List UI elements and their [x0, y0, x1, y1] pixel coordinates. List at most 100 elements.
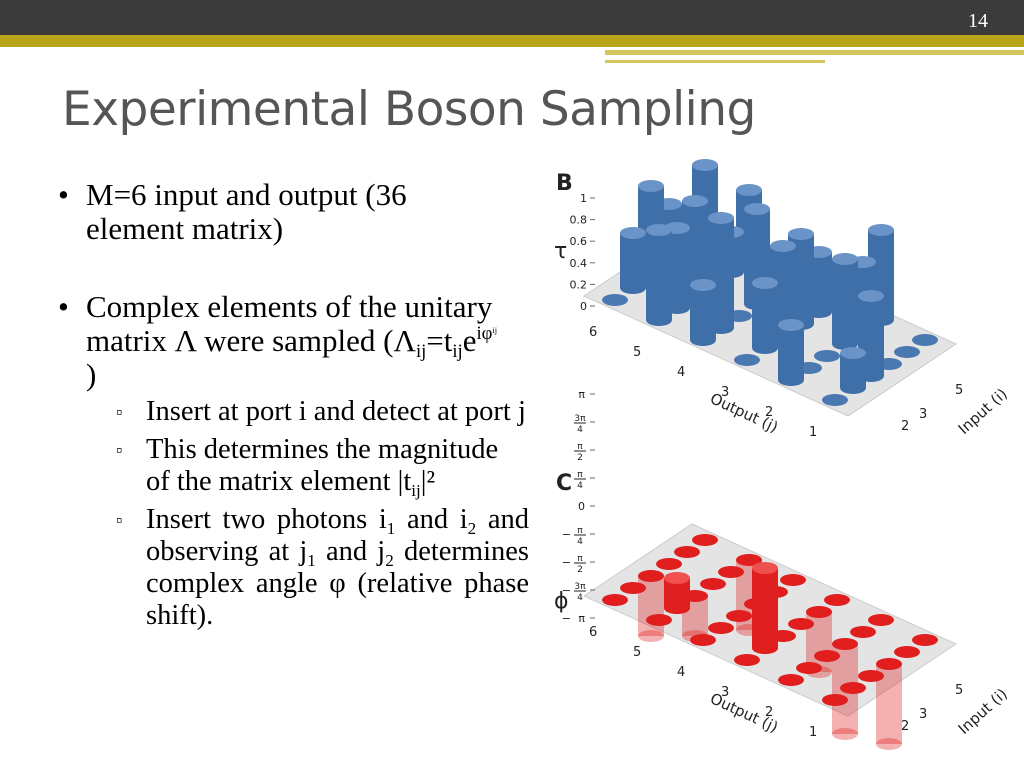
superscript: ij [492, 323, 497, 344]
superscript: iφ [476, 323, 493, 344]
cell [692, 534, 718, 546]
sub-bullet: Insert two photons i1 and i2 and observi… [86, 504, 529, 632]
tick-num: π [577, 470, 583, 480]
tick-label: 3 [919, 707, 927, 722]
text-run: and i [395, 504, 468, 535]
cell [734, 654, 760, 666]
cell [664, 602, 690, 614]
cylinder-top [646, 224, 672, 236]
text-run: Complex elements of the unitary matrix Λ… [86, 289, 493, 358]
cell [796, 662, 822, 674]
tick-num: π [577, 442, 583, 452]
tick-label: 2 [901, 719, 909, 734]
tick-label: 6 [589, 625, 597, 640]
tick-label: 2 [765, 405, 773, 420]
cell [718, 566, 744, 578]
cylinder-top [832, 253, 858, 265]
slide-title: Experimental Boson Sampling [62, 82, 756, 137]
cell [700, 578, 726, 590]
cell [868, 614, 894, 626]
tick-label: 6 [589, 325, 597, 340]
tick-label: 0.6 [570, 235, 588, 248]
cell [894, 346, 920, 358]
cell [912, 634, 938, 646]
cylinder-body [752, 568, 778, 648]
panel-label: C [556, 471, 572, 496]
cylinder-top [788, 228, 814, 240]
cell [788, 618, 814, 630]
cell [876, 658, 902, 670]
cylinder-top [620, 227, 646, 239]
cell [780, 574, 806, 586]
text-run: ) [86, 357, 97, 392]
tick-num: 0 [578, 500, 585, 513]
cell [690, 634, 716, 646]
cell [638, 570, 664, 582]
cylinder-body [778, 325, 804, 380]
cylinder-top [682, 195, 708, 207]
tick-label: 0.8 [570, 214, 588, 227]
cell [814, 650, 840, 662]
cylinder-body [690, 285, 716, 340]
accent-line [605, 50, 1024, 55]
tick-num: π [578, 612, 585, 625]
tick-sign: − [562, 612, 571, 625]
text-run: Insert at port i and detect at port j [146, 396, 526, 427]
subscript: 2 [385, 551, 394, 570]
tick-label: 3 [721, 385, 729, 400]
tick-num: π [578, 388, 585, 401]
text-run: e [462, 323, 477, 358]
text-run: |² [420, 466, 436, 497]
cylinder-base [638, 630, 664, 642]
cylinder-top [692, 159, 718, 171]
cell [850, 626, 876, 638]
tick-num: 3π [574, 414, 586, 424]
cell [602, 594, 628, 606]
tick-label: 2 [765, 705, 773, 720]
tick-label: 5 [633, 645, 641, 660]
cylinder-top [708, 212, 734, 224]
cylinder-top [752, 562, 778, 574]
cylinder-top [664, 572, 690, 584]
tick-label: 0.4 [570, 257, 588, 270]
tick-label: 2 [901, 419, 909, 434]
subscript: ij [492, 326, 498, 335]
tick-label: 3 [919, 407, 927, 422]
tick-num: π [577, 526, 583, 536]
bullet: M=6 input and output (36 element matrix) [58, 178, 508, 246]
cylinder-top [690, 279, 716, 291]
tick-label: 5 [955, 683, 963, 698]
tick-label: 1 [580, 192, 587, 205]
cell [726, 610, 752, 622]
cell [822, 394, 848, 406]
accent-line [605, 60, 825, 63]
cylinder-top [840, 347, 866, 359]
text-run: and observing at j [146, 504, 529, 567]
cell [602, 294, 628, 306]
tick-num: π [577, 554, 583, 564]
text-run: =t [426, 323, 453, 358]
cylinder-top [752, 277, 778, 289]
cell [894, 646, 920, 658]
cell [822, 694, 848, 706]
cell [620, 582, 646, 594]
cell [824, 594, 850, 606]
tick-sign: − [562, 556, 571, 569]
subscript: ij [452, 341, 463, 362]
text-run: determines complex angle φ (relative pha… [146, 536, 529, 631]
text-run: This determines the magnitude of the mat… [146, 434, 499, 497]
tick-label: 4 [677, 665, 685, 680]
cylinder-body [620, 233, 646, 288]
cylinder-top [868, 224, 894, 236]
cylinder-body [832, 259, 858, 344]
tick-label: 4 [677, 365, 685, 380]
tick-label: 0 [580, 300, 587, 313]
tick-label: 1 [809, 425, 817, 440]
cell [806, 606, 832, 618]
slide-number: 14 [968, 10, 988, 32]
panel-label: B [556, 171, 573, 196]
tick-den: 4 [577, 593, 583, 603]
tick-label: 5 [955, 383, 963, 398]
cell [736, 554, 762, 566]
cell [832, 638, 858, 650]
